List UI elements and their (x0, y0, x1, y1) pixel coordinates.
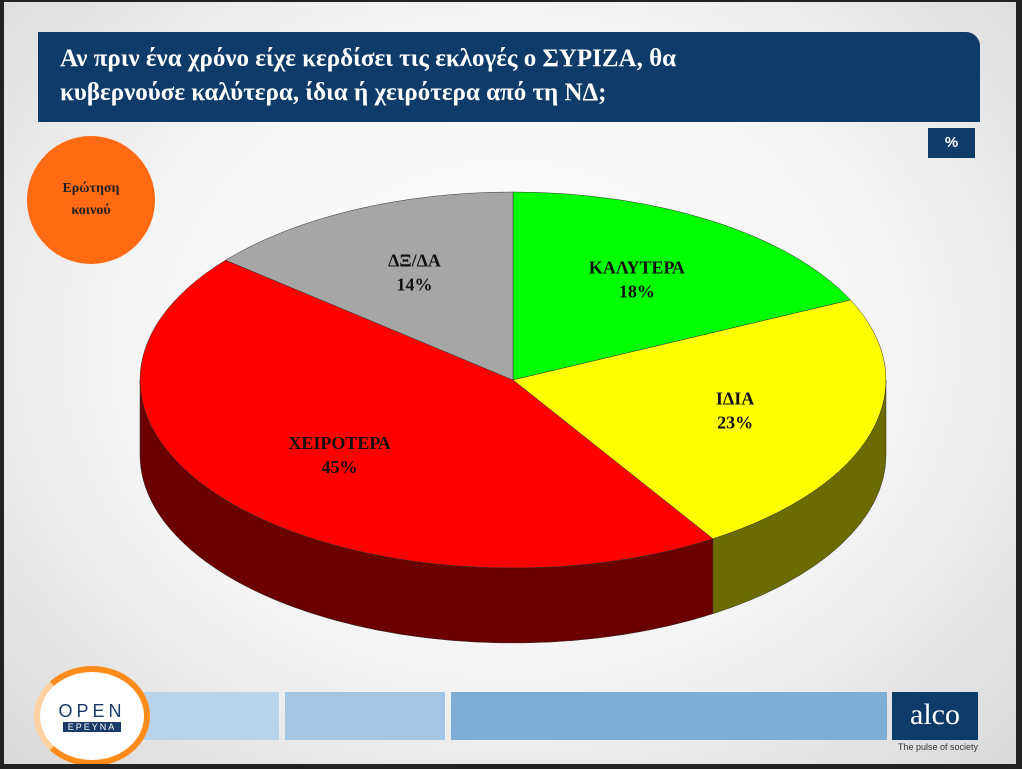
logo-text: OPEN (58, 700, 126, 721)
unit-badge: % (928, 128, 975, 158)
slice-label: ΚΑΛΥΤΕΡΑ (589, 258, 685, 278)
slice-label: ΙΔΙΑ (716, 389, 754, 409)
value-label: 45% (322, 457, 358, 477)
open-logo: OPEN ΕΡΕΥΝΑ (34, 666, 150, 764)
slice (512, 191, 851, 381)
slice-label: ΔΞ/ΔΑ (388, 251, 441, 271)
chart: ΚΑΛΥΤΕΡΑ 18% ΙΔΙΑ 23% ΧΕΙΡΟΤΕΡΑ 45% ΔΞ/ΔΑ 14% (139, 191, 887, 644)
value-label: 18% (619, 282, 655, 302)
tagline: The pulse of society (898, 742, 979, 752)
slice (225, 191, 514, 381)
slice (512, 299, 887, 540)
alco-logo: alco (892, 692, 978, 740)
value-label: 23% (717, 413, 753, 433)
slice-label: ΧΕΙΡΟΤΕΡΑ (288, 433, 390, 453)
footer-bar (285, 692, 445, 740)
footer-bar (144, 692, 279, 740)
slice (139, 259, 714, 569)
footer-bar (451, 692, 887, 740)
header: Αν πριν ένα χρόνο είχε κερδίσει τις εκλο… (38, 32, 980, 122)
logo-subtext: ΕΡΕΥΝΑ (62, 721, 122, 732)
slide: ΚΑΛΥΤΕΡΑ 18% ΙΔΙΑ 23% ΧΕΙΡΟΤΕΡΑ 45% ΔΞ/ΔΑ 14% Α… (4, 2, 1016, 764)
title: Αν πριν ένα χρόνο είχε κερδίσει τις εκλο… (60, 45, 677, 106)
badge: Ερώτηση κοινού (27, 136, 155, 264)
value-label: 14% (397, 275, 433, 295)
badge-text: Ερώτηση κοινού (62, 181, 120, 218)
